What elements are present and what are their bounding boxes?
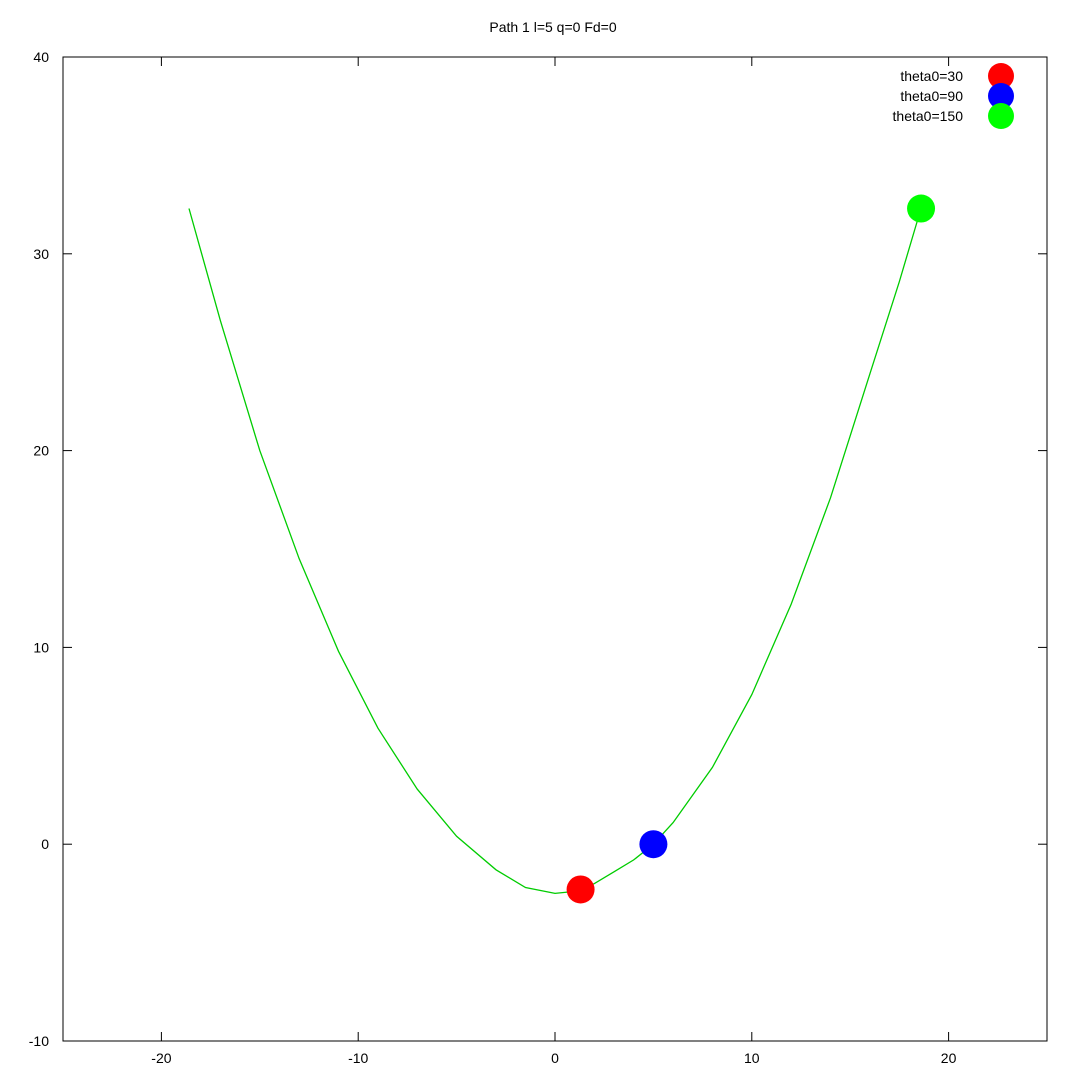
legend-marker xyxy=(988,63,1014,89)
y-tick-label: -10 xyxy=(29,1033,49,1049)
y-tick-label: 0 xyxy=(41,836,49,852)
y-tick-label: 20 xyxy=(33,443,49,459)
legend-marker xyxy=(988,103,1014,129)
data-points-layer xyxy=(566,194,936,904)
y-tick-label: 10 xyxy=(33,639,49,655)
y-tick-label: 40 xyxy=(33,49,49,65)
data-point xyxy=(566,875,595,904)
data-point xyxy=(907,194,936,223)
data-point xyxy=(639,830,668,859)
legend-marker xyxy=(988,83,1014,109)
chart-title: Path 1 l=5 q=0 Fd=0 xyxy=(489,19,616,35)
trajectory-curve-layer xyxy=(188,208,922,895)
trajectory-curve xyxy=(188,208,922,895)
x-tick-label: -20 xyxy=(151,1050,171,1066)
x-tick-label: 0 xyxy=(551,1050,559,1066)
legend-label: theta0=150 xyxy=(893,108,964,124)
legend-label: theta0=30 xyxy=(900,68,963,84)
x-tick-label: -10 xyxy=(348,1050,368,1066)
x-tick-label: 10 xyxy=(744,1050,760,1066)
x-tick-label: 20 xyxy=(941,1050,957,1066)
y-tick-label: 30 xyxy=(33,246,49,262)
legend: theta0=30 theta0=90 theta0=150 xyxy=(893,63,1014,129)
axes-layer: -20 -10 0 10 20 -10 0 10 20 30 40 xyxy=(29,49,1048,1066)
legend-label: theta0=90 xyxy=(900,88,963,104)
